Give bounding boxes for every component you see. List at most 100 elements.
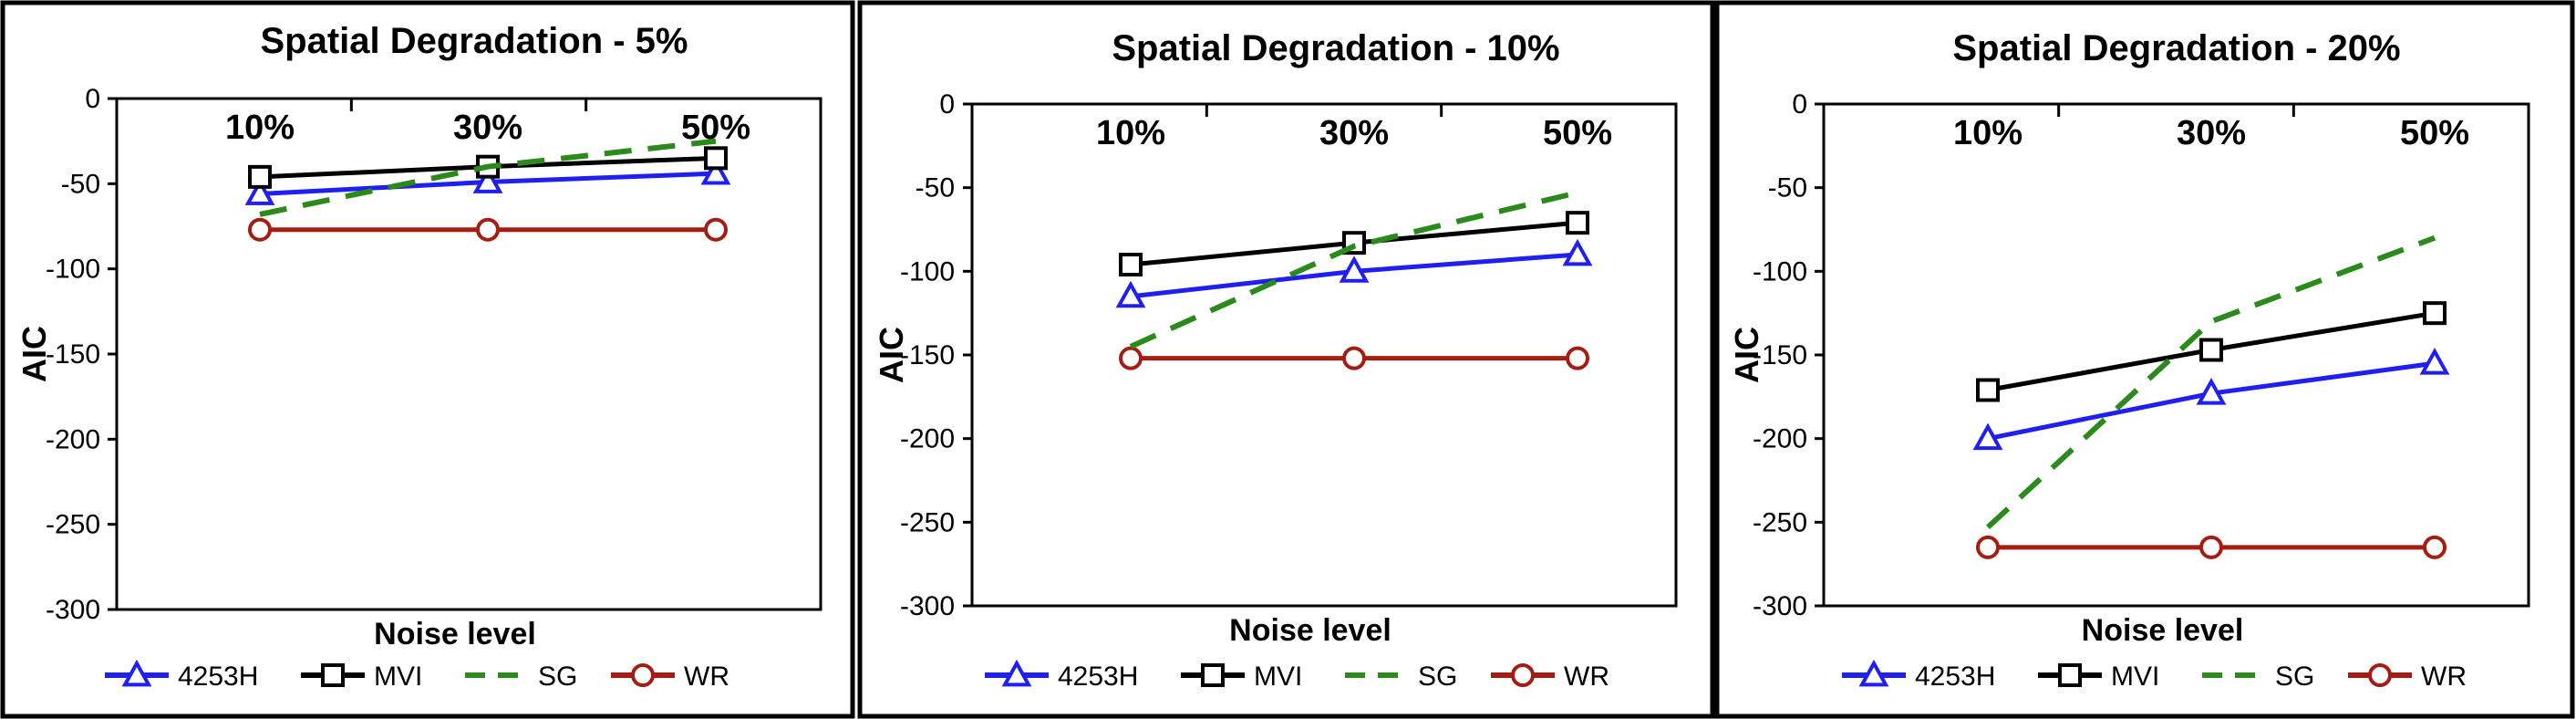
data-point-4253h (1562, 238, 1593, 266)
legend-item-mvi: MVI (1181, 662, 1302, 692)
category-label: 30% (1319, 114, 1389, 152)
y-tick-label: -200 (1753, 424, 1807, 454)
legend-label: WR (1564, 662, 1609, 692)
legend-marker-wr (631, 663, 655, 687)
y-tick-label: 0 (939, 89, 955, 120)
y-tick-label: 0 (85, 84, 100, 114)
y-tick-label: -150 (1753, 340, 1807, 370)
data-point-wr (2199, 535, 2223, 559)
y-tick-label: -250 (900, 507, 955, 537)
category-label: 50% (2400, 114, 2469, 152)
chart-panel-2: Spatial Degradation - 10% 0 -50 -100 -150 -20… (857, 0, 1715, 719)
legend-label: 4253H (1915, 662, 1995, 692)
legend-marker-4253h (1001, 659, 1032, 687)
legend-item-4253h: 4253H (1842, 659, 1995, 692)
legend-item-4253h: 4253H (105, 659, 258, 692)
chart-panel-1: Spatial Degradation - 5% 0 -50 -100 -150 -200… (0, 0, 855, 719)
legend-label: MVI (1254, 662, 1302, 692)
data-point-mvi (1119, 253, 1143, 276)
legend-item-mvi: MVI (2038, 662, 2159, 692)
legend-marker-4253h (121, 659, 152, 687)
y-tick-label: -250 (46, 510, 100, 540)
legend-label: SG (538, 662, 577, 692)
y-tick-label: -300 (900, 591, 955, 621)
data-point-mvi (2423, 301, 2447, 326)
legend-marker-mvi (321, 663, 345, 687)
category-label: 10% (1096, 114, 1165, 152)
data-point-4253h (1339, 255, 1370, 283)
legend-item-sg: SG (1345, 662, 1457, 692)
y-tick-label: -100 (46, 255, 100, 285)
series-line-sg (1985, 234, 2436, 530)
data-point-wr (704, 217, 728, 242)
data-point-mvi (1566, 211, 1589, 235)
data-point-wr (1566, 346, 1589, 370)
x-axis-title: Noise level (374, 617, 536, 651)
panel-border (1714, 0, 2575, 719)
y-tick-label: -50 (61, 169, 100, 199)
category-label: 10% (1953, 114, 2023, 152)
legend-marker-wr (1511, 663, 1535, 687)
data-point-mvi (248, 164, 272, 189)
y-tick-label: -300 (1753, 591, 1807, 621)
chart-title: Spatial Degradation - 5% (261, 21, 688, 61)
panel-border (0, 0, 855, 719)
legend-item-wr: WR (2348, 662, 2467, 692)
data-point-4253h (2419, 348, 2450, 375)
legend-label: 4253H (178, 662, 258, 692)
y-axis-title: AIC (873, 327, 910, 383)
data-point-wr (1342, 346, 1366, 370)
legend-item-wr: WR (1491, 662, 1609, 692)
legend-marker-4253h (1858, 659, 1889, 687)
data-point-4253h (2196, 378, 2227, 405)
data-point-wr (476, 217, 500, 242)
legend-label: 4253H (1058, 662, 1138, 692)
y-tick-label: 0 (1792, 89, 1807, 120)
legend-item-4253h: 4253H (985, 659, 1138, 692)
legend-marker-mvi (1201, 663, 1225, 687)
chart-title: Spatial Degradation - 20% (1952, 28, 2400, 68)
data-point-4253h (1115, 280, 1146, 308)
legend-label: MVI (374, 662, 422, 692)
legend-marker-wr (2368, 663, 2392, 687)
y-axis-title: AIC (1728, 327, 1765, 383)
chart-panel-3: Spatial Degradation - 20% 0 -50 -100 -150 -20… (1714, 0, 2575, 719)
data-point-wr (1119, 346, 1143, 370)
legend-item-mvi: MVI (301, 662, 422, 692)
y-tick-label: -200 (900, 424, 955, 454)
category-label: 50% (1543, 114, 1612, 152)
legend-label: WR (2421, 662, 2467, 692)
category-label: 30% (2177, 114, 2246, 152)
y-tick-label: -100 (1753, 256, 1807, 287)
legend-item-wr: WR (611, 662, 729, 692)
data-point-4253h (244, 178, 275, 205)
series-line-sg (259, 138, 717, 217)
legend-item-sg: SG (2202, 662, 2314, 692)
data-point-wr (1976, 535, 2000, 559)
chart-title: Spatial Degradation - 10% (1112, 28, 1559, 68)
legend-label: WR (684, 662, 729, 692)
data-point-wr (2423, 535, 2447, 559)
series-line-sg (1129, 190, 1578, 349)
legend-marker-mvi (2058, 663, 2082, 687)
x-axis-title: Noise level (2082, 613, 2244, 648)
y-tick-label: -50 (1768, 173, 1807, 203)
data-point-mvi (2199, 338, 2223, 362)
legend-label: MVI (2111, 662, 2159, 692)
x-axis-title: Noise level (1229, 613, 1391, 648)
data-point-mvi (704, 146, 728, 171)
category-label: 30% (453, 109, 522, 147)
y-tick-label: -150 (46, 339, 100, 370)
legend-label: SG (1418, 662, 1457, 692)
category-label: 10% (225, 109, 295, 147)
data-point-4253h (472, 166, 503, 193)
data-point-4253h (1972, 422, 2003, 451)
data-point-wr (248, 217, 272, 242)
y-tick-label: -250 (1753, 507, 1807, 537)
category-label: 50% (681, 109, 750, 147)
y-tick-label: -50 (916, 173, 955, 203)
y-tick-label: -200 (46, 424, 100, 454)
y-axis-title: AIC (16, 326, 53, 382)
legend-label: SG (2275, 662, 2314, 692)
